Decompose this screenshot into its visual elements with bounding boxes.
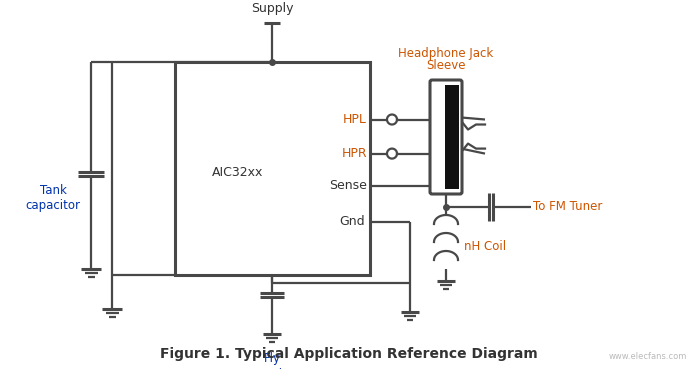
Bar [445, 85, 459, 189]
Text: AIC32xx: AIC32xx [212, 166, 263, 179]
Text: www.elecfans.com: www.elecfans.com [608, 352, 687, 361]
Text: HPL: HPL [343, 113, 367, 126]
Text: Tank
capacitor: Tank capacitor [26, 183, 80, 213]
Text: Headphone Jack: Headphone Jack [399, 47, 493, 60]
Text: Figure 1. Typical Application Reference Diagram: Figure 1. Typical Application Reference … [160, 347, 537, 361]
Text: HPR: HPR [342, 147, 367, 160]
Bar [175, 62, 370, 275]
Text: Fly
capacitor: Fly capacitor [245, 352, 300, 369]
Text: Sleeve: Sleeve [427, 59, 466, 72]
Text: To FM Tuner: To FM Tuner [533, 200, 602, 214]
FancyBboxPatch shape [430, 80, 462, 194]
Text: Gnd: Gnd [339, 215, 365, 228]
Text: nH Coil: nH Coil [464, 241, 506, 254]
Text: Supply: Supply [251, 2, 293, 15]
Text: Sense: Sense [329, 179, 367, 192]
